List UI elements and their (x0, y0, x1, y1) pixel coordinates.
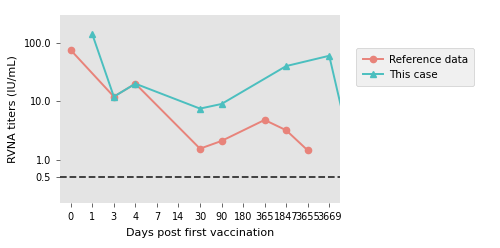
Reference data (132, 82, 138, 85)
This case (218, 102, 224, 105)
Reference data (68, 49, 74, 52)
This case (370, 197, 376, 200)
Reference data (218, 139, 224, 142)
This case (111, 95, 117, 98)
Line: This case: This case (89, 31, 398, 202)
This case (283, 64, 289, 67)
Reference data (304, 149, 310, 152)
This case (90, 33, 96, 36)
Reference data (111, 95, 117, 98)
Line: Reference data: Reference data (68, 47, 311, 154)
This case (348, 147, 354, 150)
This case (132, 82, 138, 85)
Reference data (283, 129, 289, 132)
Reference data (262, 119, 268, 122)
This case (391, 101, 397, 104)
Reference data (197, 147, 203, 150)
Y-axis label: RVNA titers (IU/mL): RVNA titers (IU/mL) (8, 55, 18, 163)
This case (197, 107, 203, 110)
X-axis label: Days post first vaccination: Days post first vaccination (126, 228, 274, 238)
This case (326, 54, 332, 57)
Legend: Reference data, This case: Reference data, This case (356, 48, 474, 86)
